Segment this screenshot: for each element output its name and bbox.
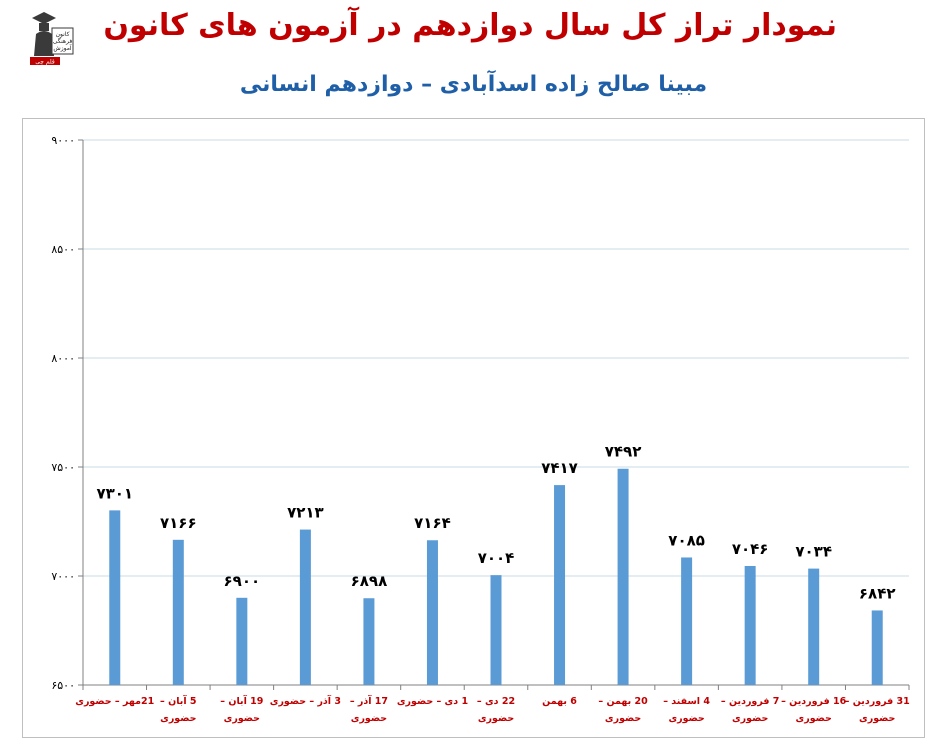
data-label: ۶۹۰۰ [224, 572, 261, 590]
x-category-label: حضوری [605, 713, 641, 724]
x-category-label: حضوری [478, 713, 514, 724]
logo-text-line-3: آموزش [53, 43, 72, 52]
data-label: ۷۰۰۴ [478, 549, 515, 567]
x-category-label: 7 فروردین – [721, 696, 780, 707]
bar [744, 565, 756, 685]
kanoon-logo: کانون فرهنگی آموزش قلم چی [26, 8, 74, 66]
x-category-label: حضوری [224, 713, 260, 724]
logo-text-line-1: کانون [56, 31, 70, 38]
x-category-label: 1 دی – حضوری [397, 696, 468, 707]
data-label: ۷۱۶۶ [160, 514, 197, 532]
data-label: ۷۰۳۴ [795, 543, 832, 561]
y-tick-label: ۷۰۰۰ [51, 570, 75, 583]
logo-body-shape [34, 31, 54, 56]
data-label: ۷۲۱۳ [287, 504, 324, 522]
data-label: ۷۳۰۱ [96, 484, 133, 502]
y-tick-label: ۶۵۰۰ [51, 679, 75, 692]
x-category-label: حضوری [351, 713, 387, 724]
x-category-label: 21مهر – حضوری [75, 696, 154, 707]
y-tick-label: ۷۵۰۰ [51, 461, 75, 474]
x-category-label: 22 دی – [477, 696, 515, 707]
data-label: ۶۸۴۲ [859, 584, 896, 602]
logo-badge-shape [30, 57, 60, 65]
y-tick-label: ۹۰۰۰ [51, 134, 75, 147]
logo-graphic: کانون فرهنگی آموزش قلم چی [30, 12, 74, 66]
bar [871, 610, 883, 685]
x-category-label: 20 بهمن – [598, 696, 648, 707]
x-category-label: 5 آبان – [160, 694, 197, 707]
bar-chart: ۶۵۰۰ ۷۰۰۰ ۷۵۰۰ ۸۰۰۰ ۸۵۰۰ ۹۰۰۰ ۷۳۰۱ 21مهر – حضور… [51, 134, 910, 724]
bar [426, 540, 438, 685]
data-label: ۷۴۹۲ [605, 443, 642, 461]
x-category-label: حضوری [796, 713, 832, 724]
x-category-label: 6 بهمن [542, 696, 577, 707]
bar [109, 510, 121, 685]
x-category-label: 19 آبان – [220, 694, 263, 707]
chart-title: نمودار تراز کل سال دوازدهم در آزمون های … [103, 8, 837, 43]
y-tick-label: ۸۰۰۰ [51, 352, 75, 365]
x-category-label: 3 آذر – حضوری [270, 694, 341, 707]
x-category-label: حضوری [732, 713, 768, 724]
bar [172, 539, 184, 685]
bar [617, 468, 629, 685]
chart-subtitle: مبینا صالح زاده اسدآبادی – دوازدهم انسان… [239, 72, 708, 97]
chart-frame: ۶۵۰۰ ۷۰۰۰ ۷۵۰۰ ۸۰۰۰ ۸۵۰۰ ۹۰۰۰ ۷۳۰۱ 21مهر – حضور… [22, 118, 925, 738]
logo-board-shape [51, 27, 74, 55]
x-category-label: 16 فروردین – [781, 696, 846, 707]
bar [490, 575, 502, 685]
logo-badge-text: قلم چی [35, 59, 55, 66]
bar [808, 568, 820, 685]
bar [554, 485, 566, 685]
data-label: ۶۸۹۸ [351, 572, 388, 590]
logo-text-line-2: فرهنگی [53, 37, 73, 45]
x-category-label: 31 فروردین – [845, 696, 910, 707]
x-category-label: 4 اسفند – [663, 696, 710, 707]
y-tick-label: ۸۵۰۰ [51, 243, 75, 256]
x-category-label: حضوری [859, 713, 895, 724]
data-label: ۷۰۸۵ [668, 531, 705, 549]
data-label: ۷۱۶۴ [414, 514, 451, 532]
logo-head-shape [39, 23, 49, 31]
bar [236, 597, 248, 685]
bar [363, 598, 375, 685]
x-category-label: حضوری [668, 713, 704, 724]
bar [681, 557, 693, 685]
data-label: ۷۰۴۶ [732, 540, 769, 558]
x-category-label: 17 آذر – [350, 694, 388, 707]
logo-cap-shape [32, 12, 56, 24]
x-category-label: حضوری [160, 713, 196, 724]
data-label: ۷۴۱۷ [541, 459, 578, 477]
bar [299, 529, 311, 685]
